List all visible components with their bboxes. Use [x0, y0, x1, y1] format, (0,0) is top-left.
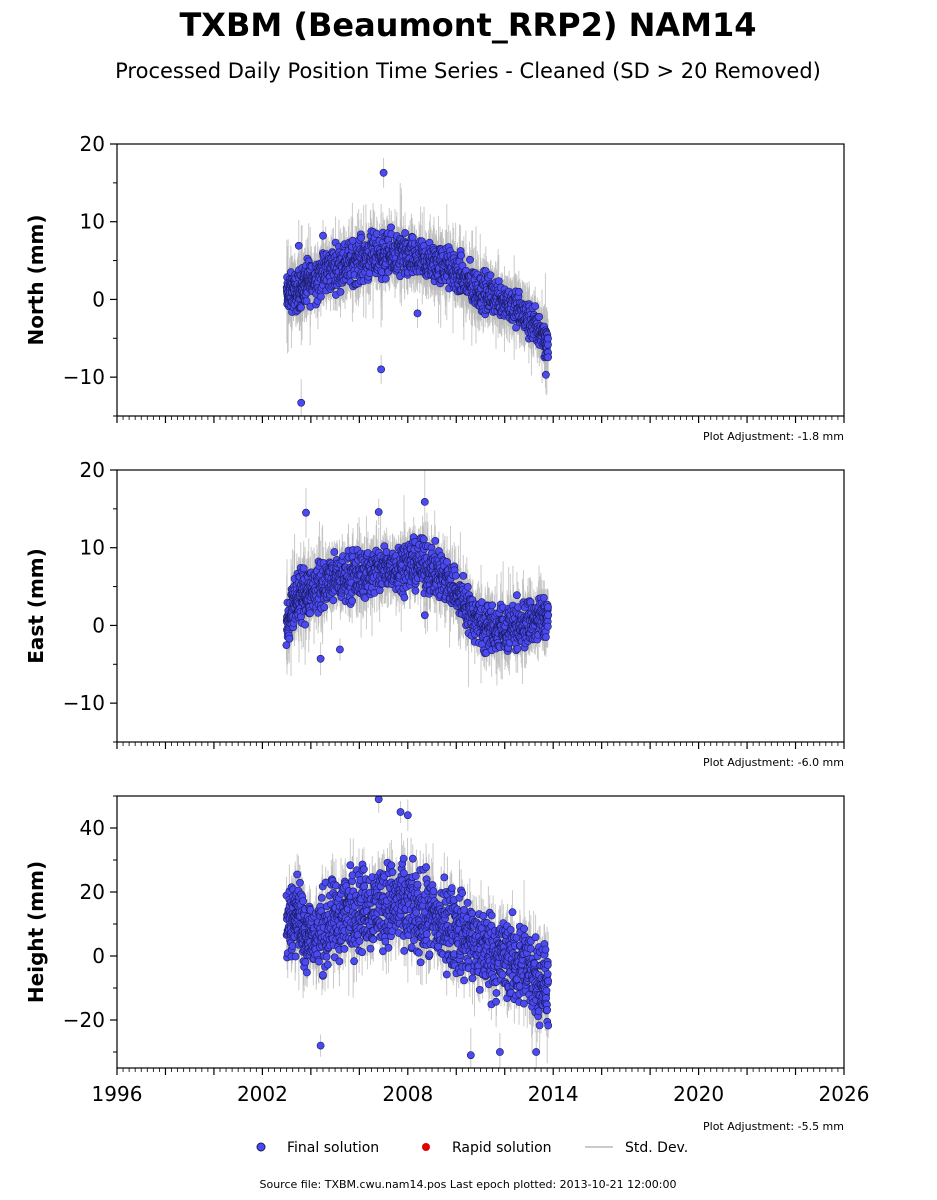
data-point — [544, 334, 552, 343]
data-point — [401, 229, 409, 237]
data-point — [486, 271, 495, 280]
data-point — [431, 537, 440, 545]
plot-adjustment: Plot Adjustment: -1.8 mm — [703, 430, 844, 443]
data-point — [387, 223, 395, 232]
y-axis-label: North (mm) — [24, 214, 48, 345]
panel-1: −10 0 10 20 North (mm) Plot Adjustment: -1.8 … — [24, 132, 845, 443]
data-point — [514, 287, 523, 296]
data-point — [294, 241, 303, 250]
data-point — [379, 168, 388, 177]
data-point — [457, 251, 465, 260]
data-point — [459, 572, 468, 580]
y-tick-label: 10 — [80, 210, 105, 234]
y-tick-label: 20 — [80, 132, 105, 156]
chart-subtitle: Processed Daily Position Time Series - C… — [115, 59, 821, 83]
data-point — [299, 564, 308, 573]
final-solution-points — [282, 497, 553, 663]
data-point — [413, 309, 422, 318]
data-point — [531, 302, 540, 310]
data-point — [316, 292, 325, 301]
data-point — [319, 231, 327, 240]
panels: −10 0 10 20 North (mm) Plot Adjustment: -1.8 … — [24, 132, 869, 1133]
data-point — [443, 558, 451, 566]
data-point — [419, 535, 428, 544]
data-point — [451, 571, 460, 580]
data-point — [411, 586, 420, 595]
data-point — [330, 548, 339, 556]
chart-title: TXBM (Beaumont_RRP2) NAM14 — [179, 6, 756, 44]
data-point — [336, 287, 345, 296]
data-point — [329, 596, 338, 605]
data-point — [381, 274, 390, 283]
data-point — [306, 609, 314, 618]
data-point — [377, 365, 385, 374]
y-tick-label: 0 — [92, 287, 105, 311]
data-point — [535, 312, 543, 321]
data-point — [348, 597, 356, 605]
data-point — [282, 641, 291, 649]
data-point — [400, 593, 409, 602]
data-point — [302, 297, 311, 305]
data-point — [320, 603, 329, 612]
data-point — [357, 233, 366, 242]
data-point — [297, 398, 306, 407]
y-tick-label: −10 — [63, 365, 105, 389]
data-point — [301, 620, 309, 629]
data-point — [285, 634, 294, 643]
final-solution-points — [282, 168, 552, 407]
data-point — [297, 303, 305, 312]
data-point — [544, 353, 552, 362]
data-point — [463, 583, 472, 591]
data-point — [466, 255, 474, 264]
data-point — [542, 370, 550, 379]
data-point — [488, 601, 497, 610]
